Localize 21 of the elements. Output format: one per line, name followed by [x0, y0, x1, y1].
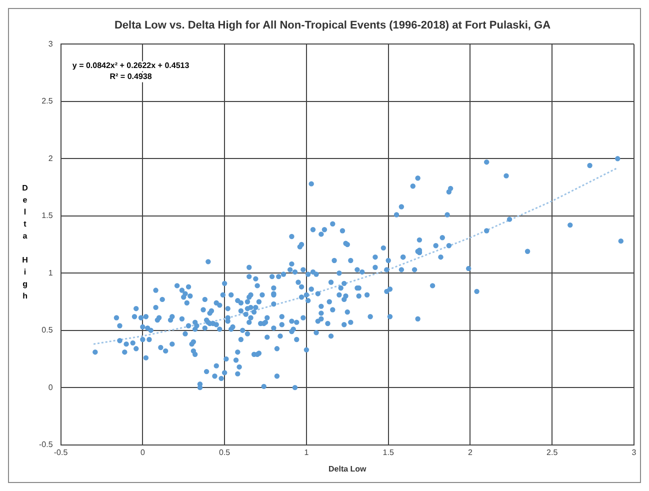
y-tick-label: 2.5 — [42, 96, 54, 106]
y-tick-label: 0 — [48, 382, 54, 392]
x-tick-label: 3 — [632, 448, 637, 457]
y-tick-label: 0.5 — [42, 326, 54, 335]
x-tick-label: 1 — [304, 448, 310, 457]
chart-title: Delta Low vs. Delta High for All Non-Tropical Events (1996-2018) at Fort Pulaski, GA — [114, 20, 551, 32]
y-tick-label: 3 — [48, 39, 54, 48]
y-tick-label: -0.5 — [38, 440, 54, 450]
x-tick-label: 2.5 — [546, 448, 558, 457]
y-tick-label: 2 — [48, 154, 54, 163]
x-tick-label: 0.5 — [219, 448, 231, 457]
annotation: R² = 0.4938 — [110, 72, 152, 82]
text: Delta High — [22, 184, 28, 300]
annotation: y = 0.0842x² + 0.2622x + 0.4513 — [72, 61, 190, 70]
x-tick-label: 1.5 — [382, 448, 394, 457]
x-tick-label: 2 — [468, 448, 473, 457]
y-tick-label: 1.5 — [42, 211, 54, 220]
x-axis-title: Delta Low — [328, 464, 368, 474]
line-series — [92, 167, 618, 345]
y-tick-label: 1 — [48, 268, 54, 278]
x-tick-label: 0 — [140, 448, 146, 457]
